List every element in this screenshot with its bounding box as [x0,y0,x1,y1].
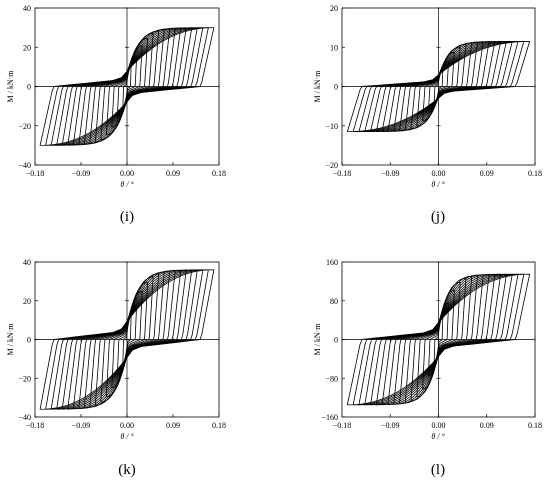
y-tick-label: −20 [325,161,338,170]
x-tick-label: 0.09 [480,421,494,430]
panels-root: −0.18 −0.09 0.00 0.09 0.18 40 20 0 −20 −40 θ / ° M … [6,4,542,478]
chart-panel: −0.18 −0.09 0.00 0.09 0.18 40 20 0 −20 −40 θ / ° M … [6,258,226,478]
y-tick-label: 0 [27,83,31,92]
x-axis-label: θ / ° [431,432,445,441]
hysteresis-loop [39,27,215,146]
y-tick-label: −40 [18,161,31,170]
x-tick-label: −0.18 [26,169,45,178]
y-tick-label: −160 [321,413,338,422]
y-tick-label: −20 [18,122,31,131]
x-tick-label: −0.09 [381,169,400,178]
hysteresis-loops [346,273,531,406]
hysteresis-loop [346,40,531,133]
y-tick-label: −40 [18,413,31,422]
hysteresis-loop [39,269,215,410]
panel-label: (i) [120,209,134,225]
y-tick-label: 0 [27,336,31,345]
x-tick-label: 0.18 [212,169,226,178]
x-tick-label: −0.18 [26,421,45,430]
hysteresis-loops [39,27,215,146]
y-tick-label: 40 [23,258,31,267]
x-tick-label: 0.18 [528,169,542,178]
panel-label: (k) [118,462,136,478]
y-tick-label: 80 [330,297,338,306]
x-tick-label: −0.18 [333,421,352,430]
x-tick-label: 0.00 [432,169,446,178]
chart-panel: −0.18 −0.09 0.00 0.09 0.18 20 10 0 −10 −20 θ / ° M … [313,4,542,225]
hysteresis-loops [346,40,531,133]
x-tick-label: −0.09 [72,421,91,430]
x-tick-label: −0.09 [72,169,91,178]
chart-panel: −0.18 −0.09 0.00 0.09 0.18 160 80 0 −80 −160 θ / °… [313,258,542,478]
x-tick-label: 0.18 [528,421,542,430]
x-tick-label: −0.18 [333,169,352,178]
x-tick-label: 0.00 [120,169,134,178]
x-tick-label: 0.18 [212,421,226,430]
y-axis-label: M / kN·m [6,70,15,103]
y-tick-label: −10 [325,122,338,131]
hysteresis-loops [39,269,215,410]
x-tick-label: 0.00 [432,421,446,430]
y-tick-label: 0 [334,83,338,92]
panel-label: (l) [431,462,445,478]
x-axis-label: θ / ° [120,432,134,441]
hysteresis-loop [346,273,531,406]
x-axis-label: θ / ° [431,180,445,189]
y-axis-label: M / kN·m [313,323,322,356]
y-tick-label: −80 [325,374,338,383]
y-tick-label: 40 [23,4,31,13]
y-tick-label: 10 [330,43,338,52]
y-tick-label: 160 [326,258,338,267]
y-tick-label: −20 [18,374,31,383]
x-tick-label: 0.09 [166,421,180,430]
x-tick-label: 0.00 [120,421,134,430]
y-tick-label: 20 [23,43,31,52]
y-axis-label: M / kN·m [313,70,322,103]
x-tick-label: 0.09 [166,169,180,178]
y-axis-label: M / kN·m [6,323,15,356]
y-tick-label: 20 [23,297,31,306]
x-tick-label: 0.09 [480,169,494,178]
panel-label: (j) [431,209,445,225]
y-tick-label: 20 [330,4,338,13]
chart-panel: −0.18 −0.09 0.00 0.09 0.18 40 20 0 −20 −40 θ / ° M … [6,4,226,225]
y-tick-label: 0 [334,336,338,345]
x-axis-label: θ / ° [120,180,134,189]
x-tick-label: −0.09 [381,421,400,430]
